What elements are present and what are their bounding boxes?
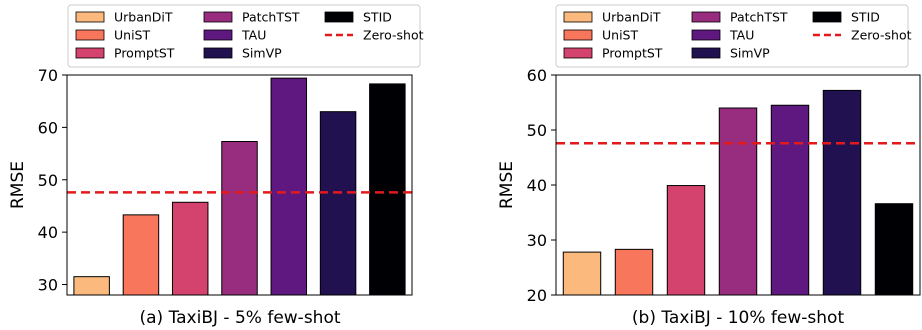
legend-swatch	[691, 29, 721, 41]
y-tick-label: 40	[38, 223, 58, 242]
legend-label: PatchTST	[242, 10, 300, 25]
legend-label: PromptST	[114, 46, 175, 61]
legend: UrbanDiT UniST PromptST PatchTST TAU SimVP STI…	[67, 4, 424, 68]
y-axis-title: RMSE	[8, 161, 28, 209]
bar-tau	[770, 104, 810, 296]
y-tick-label: 60	[527, 66, 547, 85]
panel-caption: (a) TaxiBJ - 5% few-shot	[139, 308, 340, 328]
legend-item-promptst: PromptST	[563, 46, 663, 61]
legend-label: Zero-shot	[363, 28, 424, 43]
y-tick-label: 50	[527, 121, 547, 140]
legend-label: PatchTST	[730, 10, 788, 25]
y-tick-label: 20	[527, 286, 547, 305]
chart-panel-1: 30 40 50 60 70 RMSE (a) TaxiBJ - 5% few-shot Ur…	[8, 4, 424, 328]
bar-urbandit	[73, 276, 110, 296]
legend-label: SimVP	[730, 46, 770, 61]
legend-swatch	[75, 11, 105, 23]
legend-swatch	[75, 47, 105, 59]
legend-label: TAU	[241, 28, 266, 43]
legend-swatch	[691, 11, 721, 23]
bar-tau	[270, 77, 308, 296]
legend-item-patchtst: PatchTST	[691, 10, 788, 25]
bar-urbandit	[562, 251, 602, 296]
y-tick-label: 50	[38, 171, 58, 190]
legend-swatch	[324, 11, 354, 23]
y-tick-label: 40	[527, 176, 547, 195]
legend-swatch	[691, 47, 721, 59]
legend-label: STID	[851, 10, 880, 25]
legend-label: STID	[363, 10, 392, 25]
bar-simvp	[822, 89, 862, 296]
bar-unist	[614, 248, 654, 296]
legend-swatch	[203, 47, 233, 59]
legend-item-zero-shot: Zero-shot	[325, 28, 424, 43]
bar-promptst	[171, 201, 209, 296]
bar-promptst	[666, 185, 706, 296]
legend-swatch	[563, 11, 593, 23]
legend-item-promptst: PromptST	[75, 46, 175, 61]
legend-label: SimVP	[242, 46, 282, 61]
legend-item-urbandit: UrbanDiT	[563, 10, 661, 25]
legend-label: UniST	[602, 28, 638, 43]
legend-item-simvp: SimVP	[691, 46, 770, 61]
legend-swatch	[203, 11, 233, 23]
panel-caption: (b) TaxiBJ - 10% few-shot	[632, 308, 845, 328]
y-tick-label: 30	[527, 231, 547, 250]
bar-stid	[369, 83, 406, 296]
bar-simvp	[319, 111, 357, 296]
legend-label: UniST	[114, 28, 150, 43]
legend-item-unist: UniST	[75, 28, 150, 43]
legend: UrbanDiT UniST PromptST PatchTST TAU SimVP STI…	[555, 4, 912, 68]
bar-unist	[122, 214, 160, 296]
axes-frame	[66, 74, 413, 296]
legend-swatch	[203, 29, 233, 41]
legend-swatch	[812, 11, 842, 23]
bar-patchtst	[221, 141, 258, 296]
y-tick-label: 70	[38, 66, 58, 85]
legend-item-unist: UniST	[563, 28, 638, 43]
y-tick-label: 30	[38, 276, 58, 295]
legend-label: PromptST	[602, 46, 663, 61]
legend-item-urbandit: UrbanDiT	[75, 10, 173, 25]
chart-panel-2: 20 30 40 50 60 RMSE (b) TaxiBJ - 10% few-shot U…	[497, 4, 921, 328]
legend-label: TAU	[729, 28, 754, 43]
legend-swatch	[75, 29, 105, 41]
legend-item-patchtst: PatchTST	[203, 10, 300, 25]
legend-swatch	[563, 47, 593, 59]
legend-item-stid: STID	[324, 10, 392, 25]
legend-item-stid: STID	[812, 10, 880, 25]
legend-label: UrbanDiT	[114, 10, 173, 25]
y-tick-label: 60	[38, 118, 58, 137]
legend-label: Zero-shot	[851, 28, 912, 43]
legend-item-tau: TAU	[203, 28, 266, 43]
legend-item-zero-shot: Zero-shot	[813, 28, 912, 43]
y-axis-title: RMSE	[497, 161, 517, 209]
legend-swatch	[563, 29, 593, 41]
bar-patchtst	[718, 107, 758, 296]
bar-stid	[874, 203, 914, 296]
legend-item-tau: TAU	[691, 28, 754, 43]
legend-label: UrbanDiT	[602, 10, 661, 25]
legend-item-simvp: SimVP	[203, 46, 282, 61]
